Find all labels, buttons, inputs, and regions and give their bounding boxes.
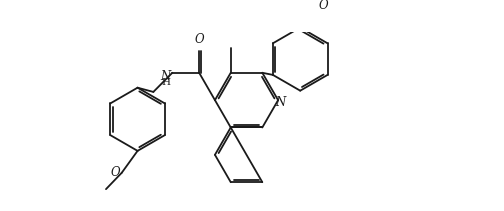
Text: O: O — [195, 33, 204, 46]
Text: O: O — [319, 0, 328, 12]
Text: O: O — [110, 166, 120, 179]
Text: N: N — [160, 70, 171, 83]
Text: H: H — [162, 77, 171, 87]
Text: N: N — [276, 96, 286, 109]
